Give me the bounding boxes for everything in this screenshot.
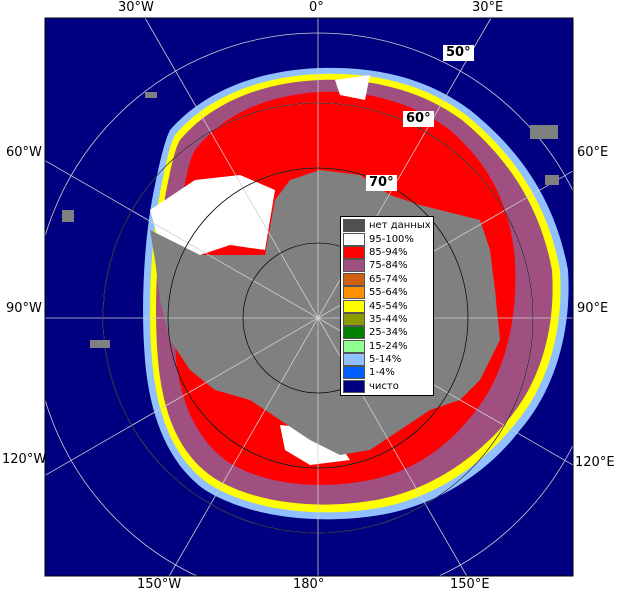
legend-item: 5-14% xyxy=(343,353,431,367)
legend-swatch xyxy=(343,259,365,273)
no-data-patch xyxy=(62,210,74,222)
legend-item: 75-84% xyxy=(343,259,431,273)
legend-swatch xyxy=(343,232,365,246)
legend-item: нет данных xyxy=(343,219,431,233)
lat-circle-70-dark xyxy=(167,167,469,469)
legend-item: 1-4% xyxy=(343,366,431,380)
legend-item: 25-34% xyxy=(343,326,431,340)
legend-label: чисто xyxy=(369,380,399,392)
legend-item: 65-74% xyxy=(343,272,431,286)
meridian xyxy=(144,18,319,319)
no-data-patch xyxy=(545,175,559,185)
legend-label: 45-54% xyxy=(369,300,408,312)
legend-label: 95-100% xyxy=(369,233,414,245)
legend-item: 45-54% xyxy=(343,299,431,313)
legend-swatch xyxy=(343,326,365,340)
legend-label: 55-64% xyxy=(369,287,408,299)
ice-white-patch xyxy=(335,75,370,100)
legend-label: 25-34% xyxy=(369,327,408,339)
legend-label: нет данных xyxy=(369,220,431,232)
lon-label-90e: 90°E xyxy=(577,301,609,316)
legend-swatch xyxy=(343,379,365,393)
no-data-patch xyxy=(90,340,110,348)
lon-label-30w: 30°W xyxy=(118,0,154,15)
legend-swatch xyxy=(343,286,365,300)
legend-label: 75-84% xyxy=(369,260,408,272)
map-border xyxy=(44,17,574,577)
lat-label-60: 60° xyxy=(403,111,434,127)
legend-label: 5-14% xyxy=(369,354,402,366)
legend-item: 95-100% xyxy=(343,232,431,246)
no-data-patch xyxy=(145,92,157,98)
legend-item: 15-24% xyxy=(343,339,431,353)
legend-swatch xyxy=(343,353,365,367)
legend-label: 1-4% xyxy=(369,367,395,379)
legend-swatch xyxy=(343,339,365,353)
legend-label: 35-44% xyxy=(369,313,408,325)
lon-label-150w: 150°W xyxy=(137,577,182,592)
lat-circle-60-dark xyxy=(102,102,534,534)
legend-swatch xyxy=(343,219,365,233)
legend-item: 35-44% xyxy=(343,312,431,326)
legend-swatch xyxy=(343,366,365,380)
legend-item: 55-64% xyxy=(343,286,431,300)
legend-label: 85-94% xyxy=(369,246,408,258)
lon-label-60w: 60°W xyxy=(6,145,42,160)
lon-label-30e: 30°E xyxy=(472,0,504,15)
no-data-patch xyxy=(530,125,558,139)
legend-swatch xyxy=(343,272,365,286)
legend-label: 65-74% xyxy=(369,273,408,285)
meridian xyxy=(45,317,319,476)
lon-label-150e: 150°E xyxy=(450,577,490,592)
lat-label-50: 50° xyxy=(443,45,474,61)
lon-label-120w: 120°W xyxy=(2,452,47,467)
lat-label-70: 70° xyxy=(366,175,397,191)
meridian xyxy=(168,317,319,576)
legend-swatch xyxy=(343,245,365,259)
legend-item: 85-94% xyxy=(343,245,431,259)
lon-label-180: 180° xyxy=(293,577,325,592)
ice-white-patch xyxy=(150,175,275,255)
lon-label-90w: 90°W xyxy=(6,301,42,316)
legend: нет данных 95-100% 85-94% 75-84% 65-74% 55-64… xyxy=(340,216,434,397)
lon-label-120e: 120°E xyxy=(575,455,615,470)
legend-swatch xyxy=(343,299,365,313)
lon-label-60e: 60°E xyxy=(577,145,609,160)
lon-label-0: 0° xyxy=(309,0,324,15)
legend-label: 15-24% xyxy=(369,340,408,352)
legend-swatch xyxy=(343,312,365,326)
meridian xyxy=(45,160,319,319)
legend-item: чисто xyxy=(343,379,431,393)
